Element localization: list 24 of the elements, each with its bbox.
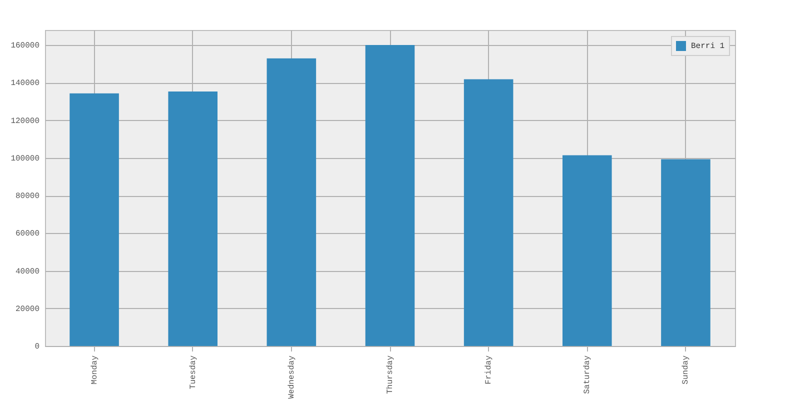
bar <box>661 159 710 346</box>
bar <box>70 93 119 346</box>
y-tick-label: 60000 <box>15 230 40 239</box>
x-tick-label: Sunday <box>682 355 691 384</box>
x-tick-label: Thursday <box>386 355 395 394</box>
y-tick-label: 40000 <box>15 267 40 276</box>
y-tick-label: 100000 <box>10 154 40 164</box>
x-tick-label: Friday <box>484 355 494 384</box>
bar <box>464 79 514 346</box>
y-tick-label: 20000 <box>15 304 40 314</box>
y-tick-label: 160000 <box>10 42 40 51</box>
y-tick-label: 0 <box>34 342 40 352</box>
y-tick-label: 140000 <box>10 79 40 88</box>
y-tick-label: 80000 <box>15 192 40 202</box>
legend-label: Berri 1 <box>691 42 725 51</box>
x-tick-label: Wednesday <box>287 355 296 399</box>
y-tick-label: 120000 <box>10 116 40 126</box>
x-tick-label: Saturday <box>583 355 592 394</box>
x-tick-label: Monday <box>90 355 100 384</box>
bar <box>168 92 218 346</box>
bar <box>365 45 415 346</box>
x-tick-label: Tuesday <box>188 355 198 390</box>
bar <box>562 155 612 346</box>
bar <box>266 58 316 346</box>
